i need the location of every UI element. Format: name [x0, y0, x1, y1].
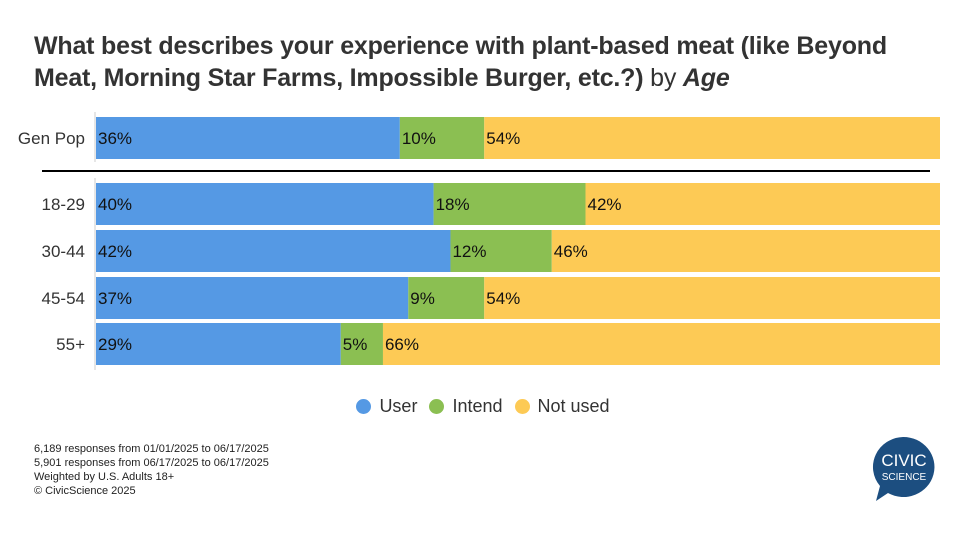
bar-segment — [484, 277, 940, 319]
legend-item: Not used — [514, 396, 610, 417]
bar-segment — [408, 277, 485, 319]
data-label: 42% — [588, 195, 622, 214]
bar-segment — [450, 230, 552, 272]
bar-segment — [551, 230, 940, 272]
data-label: 42% — [98, 242, 132, 261]
bar-segment — [96, 117, 400, 159]
data-label: 29% — [98, 335, 132, 354]
data-label: 5% — [343, 335, 368, 354]
data-label: 9% — [410, 289, 435, 308]
svg-text:CIVIC: CIVIC — [881, 451, 926, 470]
legend-item: User — [356, 396, 417, 417]
legend-swatch — [356, 399, 372, 414]
data-label: 46% — [554, 242, 588, 261]
bar-segment — [433, 183, 586, 225]
legend-label: Not used — [537, 396, 610, 416]
data-label: 54% — [486, 289, 520, 308]
legend-swatch — [514, 399, 530, 414]
svg-text:SCIENCE: SCIENCE — [882, 472, 927, 483]
bar-segment — [585, 183, 940, 225]
footnotes: 6,189 responses from 01/01/2025 to 06/17… — [34, 442, 269, 498]
category-label: 30-44 — [42, 242, 85, 261]
note: Weighted by U.S. Adults 18+ — [34, 471, 175, 483]
note: 6,189 responses from 01/01/2025 to 06/17… — [34, 443, 269, 455]
bar-segment — [340, 323, 383, 365]
civicscience-logo: CIVIC SCIENCE — [872, 436, 935, 501]
data-label: 54% — [486, 129, 520, 148]
bar-segment — [399, 117, 485, 159]
data-label: 36% — [98, 129, 132, 148]
data-label: 40% — [98, 195, 132, 214]
note: © CivicScience 2025 — [34, 485, 136, 497]
legend-swatch — [429, 399, 445, 414]
data-label: 10% — [402, 129, 436, 148]
chart-title: What best describes your experience with… — [34, 32, 887, 92]
bar-segment — [484, 117, 940, 159]
legend: User Intend Not used — [0, 396, 966, 419]
bar-segment — [96, 323, 341, 365]
note: 5,901 responses from 06/17/2025 to 06/17… — [34, 457, 269, 469]
legend-item: Intend — [429, 396, 503, 417]
category-label: 18-29 — [42, 195, 85, 214]
data-label: 12% — [452, 242, 486, 261]
data-label: 18% — [436, 195, 470, 214]
data-label: 66% — [385, 335, 419, 354]
bar-segment — [96, 183, 434, 225]
bar-segment — [96, 230, 451, 272]
bar-segment — [382, 323, 941, 365]
legend-label: User — [379, 396, 418, 416]
bar-segment — [96, 277, 409, 319]
category-label: 55+ — [56, 335, 85, 354]
data-label: 37% — [98, 289, 132, 308]
category-label: Gen Pop — [18, 129, 85, 148]
stacked-bar-chart: Gen Pop 36% 10% 54% 18-29 40% 18% 42% 30-44 42% 12… — [18, 112, 941, 370]
legend-label: Intend — [452, 396, 503, 416]
category-label: 45-54 — [42, 289, 85, 308]
